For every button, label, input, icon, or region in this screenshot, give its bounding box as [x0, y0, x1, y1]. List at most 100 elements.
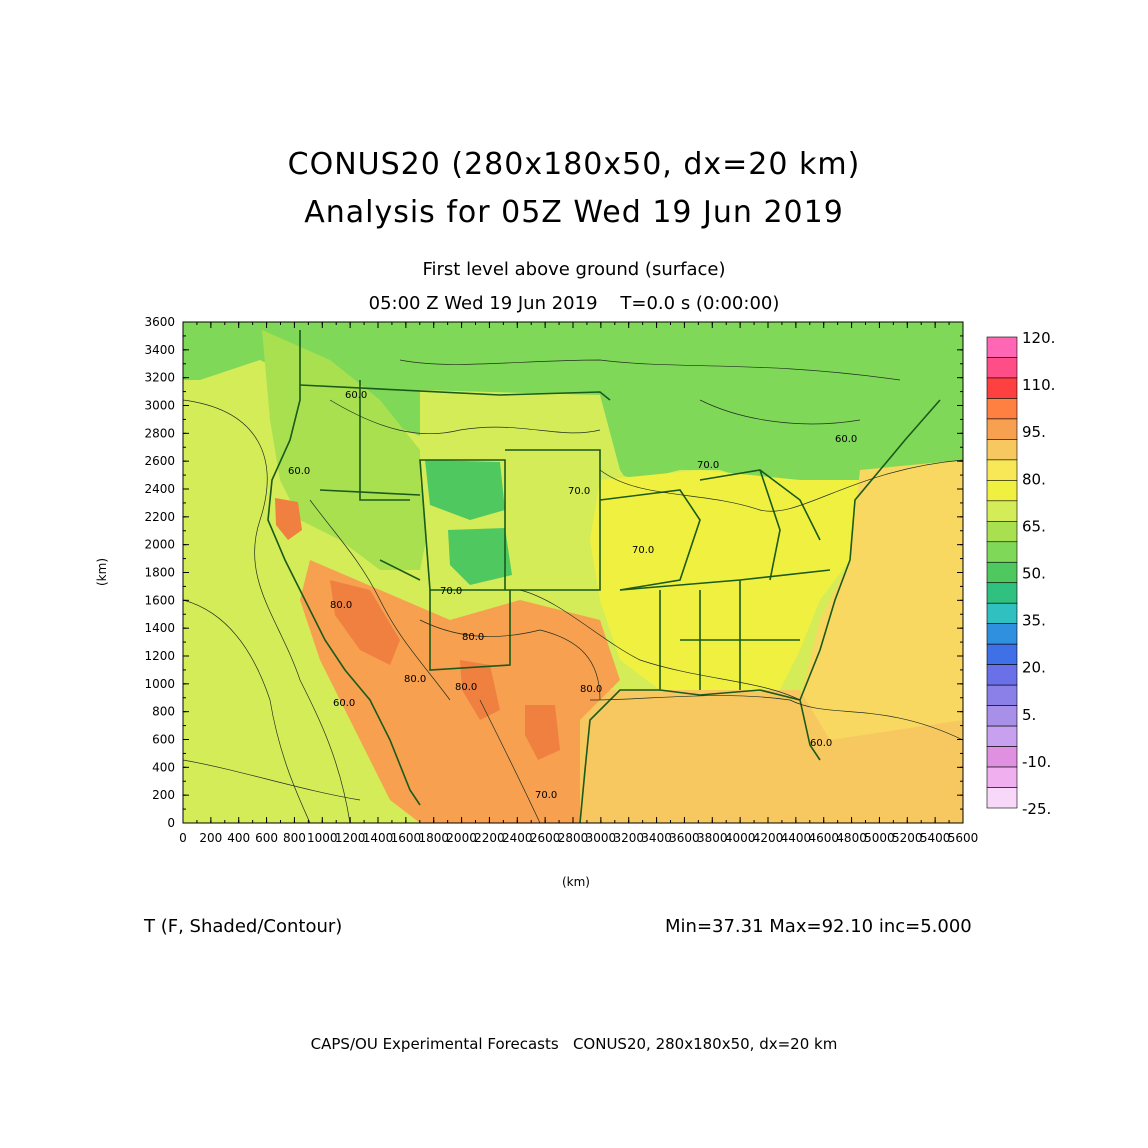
colorbar-swatch	[986, 664, 1018, 686]
colorbar-label: 50.	[1022, 565, 1046, 583]
contour-label: 70.0	[535, 790, 557, 801]
coast-and-state-borders	[267, 330, 941, 823]
contour-label: 80.0	[455, 682, 477, 693]
x-tick-label: 2800	[558, 831, 589, 845]
x-tick-label: 2000	[446, 831, 477, 845]
x-tick-label: 600	[255, 831, 278, 845]
y-tick-label: 200	[152, 788, 175, 802]
colorbar-swatch	[986, 500, 1018, 522]
x-tick-label: 2200	[474, 831, 505, 845]
colorbar-swatch	[986, 602, 1018, 624]
colorbar-label: 120.	[1022, 329, 1055, 347]
x-tick-label: 1600	[391, 831, 422, 845]
y-tick-label: 1600	[144, 593, 175, 607]
x-axis-tick-labels: 0 200 400 600 800 100012001400160018002000220…	[179, 831, 978, 845]
colorbar-swatch	[986, 541, 1018, 563]
y-tick-label: 2800	[144, 426, 175, 440]
colorbar-label: 110.	[1022, 376, 1055, 394]
y-tick-label: 3600	[144, 315, 175, 329]
y-tick-label: 400	[152, 760, 175, 774]
colorbar-swatch	[986, 561, 1018, 584]
contour-label: 60.0	[835, 434, 857, 445]
y-tick-label: 2400	[144, 482, 175, 496]
colorbar-swatch	[986, 787, 1018, 809]
colorbar-label: 80.	[1022, 470, 1046, 488]
colorbar-swatch	[986, 418, 1018, 440]
y-axis-tick-labels: 0 200 400 600 800 1000 1200 1400 1600 1800 2000 220…	[144, 315, 175, 830]
x-tick-label: 5000	[864, 831, 895, 845]
x-tick-label: 5400	[920, 831, 951, 845]
x-tick-label: 800	[283, 831, 306, 845]
variable-label: T (F, Shaded/Contour)	[144, 916, 343, 937]
colorado-cold-field	[448, 528, 512, 585]
contour-label: 60.0	[345, 390, 367, 401]
contour-label: 60.0	[810, 738, 832, 749]
colorbar-label: -10.	[1022, 753, 1051, 771]
colorbar-swatch	[986, 623, 1018, 645]
x-tick-label: 3200	[613, 831, 644, 845]
x-tick-label: 1800	[418, 831, 449, 845]
colorbar-label: 95.	[1022, 423, 1046, 441]
gulf-field	[580, 690, 963, 823]
footer-credit: CAPS/OU Experimental Forecasts CONUS20, …	[310, 1035, 838, 1053]
rockies-cold-field	[425, 460, 505, 520]
x-tick-label: 3800	[697, 831, 728, 845]
x-tick-label: 3600	[669, 831, 700, 845]
colorbar-labels: 120. 110. 95. 80. 65. 50. 35. 20. 5. -10. -25.	[1022, 329, 1055, 818]
texas-hot-field	[525, 705, 560, 760]
y-tick-label: 600	[152, 733, 175, 747]
x-tick-label: 3000	[586, 831, 617, 845]
contour-label: 70.0	[440, 586, 462, 597]
plot-title: CONUS20 (280x180x50, dx=20 km)	[287, 147, 861, 182]
x-tick-label: 2600	[530, 831, 561, 845]
contour-label: 60.0	[333, 698, 355, 709]
y-tick-label: 1800	[144, 566, 175, 580]
x-tick-label: 3400	[641, 831, 672, 845]
y-tick-label: 2600	[144, 454, 175, 468]
x-tick-label: 4600	[808, 831, 839, 845]
map-field	[183, 322, 963, 823]
colorbar-swatch	[986, 684, 1018, 706]
x-axis-unit: (km)	[562, 875, 590, 889]
x-tick-label: 4000	[725, 831, 756, 845]
colorbar-swatch	[986, 746, 1018, 768]
colorbar-swatch	[986, 521, 1018, 543]
colorbar	[986, 336, 1018, 809]
colorbar-swatch	[986, 377, 1018, 399]
axis-ticks	[182, 321, 964, 824]
colorbar-swatch	[986, 357, 1018, 379]
y-tick-label: 3400	[144, 343, 175, 357]
y-tick-label: 2200	[144, 510, 175, 524]
colorbar-swatch	[986, 398, 1018, 420]
x-tick-label: 2400	[502, 831, 533, 845]
y-axis-unit: (km)	[95, 558, 109, 586]
level-label: First level above ground (surface)	[422, 259, 726, 280]
x-tick-label: 200	[199, 831, 222, 845]
arizona-hot-field	[460, 660, 500, 720]
colorbar-swatch	[986, 705, 1018, 727]
x-tick-label: 1200	[335, 831, 366, 845]
colorbar-swatch	[986, 725, 1018, 747]
colorbar-swatch	[986, 766, 1018, 788]
colorbar-swatch	[986, 459, 1018, 481]
x-tick-label: 400	[227, 831, 250, 845]
colorbar-swatch	[986, 336, 1018, 358]
colorbar-label: -25.	[1022, 800, 1051, 818]
y-tick-label: 1000	[144, 677, 175, 691]
colorbar-label: 35.	[1022, 612, 1046, 630]
contour-label: 70.0	[697, 460, 719, 471]
x-tick-label: 4800	[836, 831, 867, 845]
colorbar-label: 65.	[1022, 517, 1046, 535]
contour-label: 60.0	[288, 466, 310, 477]
contour-label: 70.0	[568, 486, 590, 497]
y-tick-label: 3000	[144, 399, 175, 413]
y-tick-label: 2000	[144, 538, 175, 552]
x-tick-label: 0	[179, 831, 187, 845]
contour-lines	[183, 359, 963, 823]
contour-label: 70.0	[632, 545, 654, 556]
western-mountain-field	[262, 330, 430, 570]
colorbar-swatch	[986, 480, 1018, 502]
field-stats: Min=37.31 Max=92.10 inc=5.000	[665, 916, 972, 937]
y-tick-label: 3200	[144, 371, 175, 385]
